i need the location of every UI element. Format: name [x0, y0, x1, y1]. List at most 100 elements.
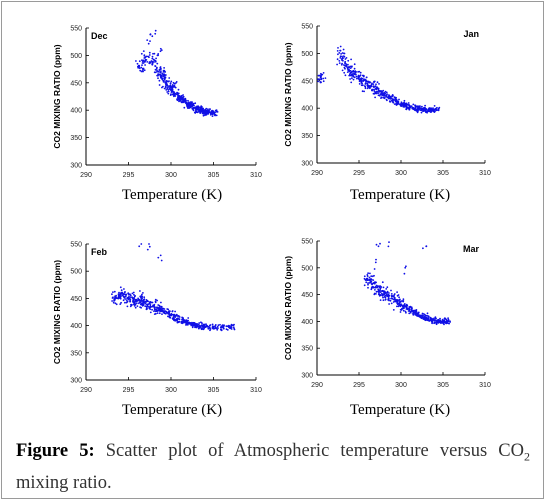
data-point [143, 54, 146, 57]
data-point [184, 100, 187, 103]
data-point [148, 302, 151, 305]
data-point [365, 281, 368, 284]
data-point [402, 300, 405, 303]
data-point [131, 292, 134, 295]
data-point [355, 70, 357, 73]
data-point [382, 286, 385, 289]
data-point [350, 58, 352, 61]
data-point [375, 88, 378, 91]
data-point [159, 71, 162, 74]
data-point [182, 94, 185, 96]
data-point [366, 80, 368, 83]
data-point [385, 91, 388, 94]
data-point [363, 90, 365, 93]
data-point [165, 89, 168, 91]
data-point [163, 67, 166, 69]
data-point [339, 57, 342, 59]
data-point [176, 320, 179, 322]
y-tick-label: 400 [70, 323, 82, 330]
data-point [367, 272, 369, 275]
data-point [397, 101, 400, 104]
data-point [149, 308, 152, 310]
data-point [189, 323, 192, 326]
data-point [375, 258, 377, 261]
data-point [148, 306, 151, 309]
data-point [385, 94, 388, 97]
data-point [392, 101, 395, 104]
data-point [435, 109, 438, 112]
data-point [124, 291, 126, 293]
data-point [176, 317, 178, 320]
data-point [161, 78, 164, 81]
data-point [434, 321, 436, 324]
data-point [174, 316, 177, 318]
data-point [204, 325, 207, 328]
data-point [226, 325, 228, 328]
x-axis-label: Temperature (K) [122, 187, 222, 203]
data-point [415, 309, 418, 311]
data-point [392, 295, 395, 298]
data-point [355, 73, 357, 76]
data-point [366, 278, 368, 280]
data-point [140, 243, 143, 245]
data-point [217, 324, 220, 327]
data-point [175, 82, 177, 84]
data-point [127, 292, 130, 295]
data-point [143, 298, 146, 301]
data-point [398, 299, 401, 301]
data-point [366, 275, 369, 277]
data-point [134, 295, 137, 297]
data-point [375, 286, 377, 289]
data-point [341, 69, 344, 72]
data-point [149, 40, 151, 42]
data-point [379, 287, 382, 289]
data-point [132, 299, 135, 301]
data-point [154, 65, 157, 67]
data-point [144, 64, 147, 66]
x-tick-label: 290 [80, 172, 92, 179]
y-tick-label: 550 [301, 239, 313, 246]
caption-text: Scatter plot of Atmospheric temperature … [105, 441, 524, 461]
data-point [428, 107, 431, 110]
data-point [378, 83, 380, 85]
data-point [362, 84, 364, 87]
data-point [402, 105, 405, 108]
data-point [380, 90, 383, 93]
data-point [156, 312, 159, 314]
data-point [178, 96, 181, 99]
data-point [393, 298, 395, 301]
data-point [219, 326, 222, 329]
data-point [409, 311, 412, 314]
data-point [375, 293, 377, 295]
data-point [364, 83, 367, 85]
panel-month-label: Feb [91, 247, 108, 257]
figure-label: Figure 5: [16, 441, 95, 461]
data-point [119, 297, 121, 299]
data-point [181, 101, 184, 104]
data-point [389, 98, 392, 100]
y-tick-label: 450 [70, 296, 82, 303]
x-tick-label: 300 [165, 387, 177, 394]
data-point [128, 297, 131, 300]
data-point [125, 301, 128, 304]
scatter-points [111, 243, 236, 332]
data-point [154, 60, 157, 62]
data-point [342, 57, 344, 60]
data-point [370, 278, 372, 281]
data-point [322, 80, 325, 83]
data-point [421, 312, 424, 315]
data-point [176, 315, 179, 317]
data-point [351, 73, 354, 75]
data-point [172, 82, 175, 84]
data-point [133, 300, 136, 302]
y-tick-label: 350 [70, 135, 82, 142]
data-point [149, 33, 152, 36]
data-point [398, 304, 400, 307]
data-point [196, 323, 199, 325]
data-point [373, 90, 376, 92]
data-point [421, 105, 423, 108]
data-point [393, 103, 396, 105]
data-point [346, 71, 349, 73]
data-point [130, 303, 133, 306]
data-point [207, 112, 209, 115]
